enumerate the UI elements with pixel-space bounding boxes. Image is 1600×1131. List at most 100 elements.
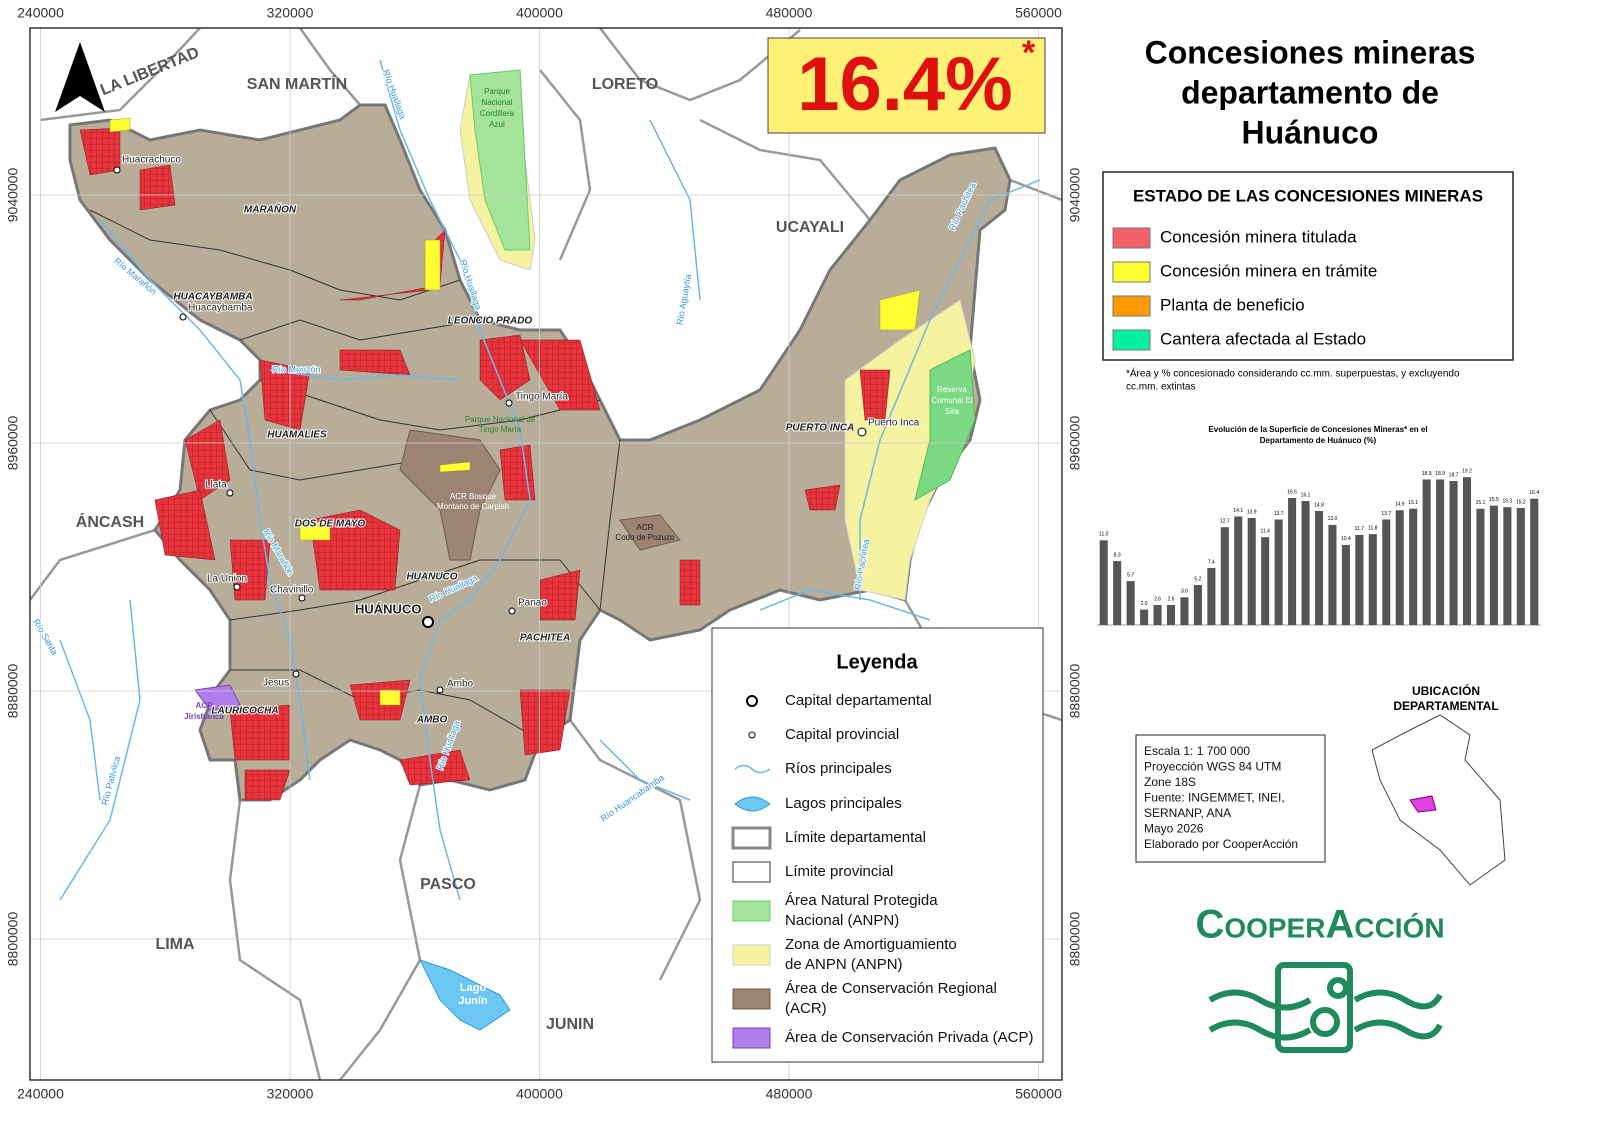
value-label: 15.5 xyxy=(1489,497,1499,503)
legend-symbol xyxy=(746,695,758,707)
region-label: SAN MARTÍN xyxy=(247,74,347,93)
cordillera-azul xyxy=(469,69,531,251)
legend-label: de ANPN (ANPN) xyxy=(785,956,903,973)
area-label: Reserva xyxy=(937,385,967,394)
value-label: 16.4 xyxy=(1529,490,1539,496)
province-label: LEONCIO PRADO xyxy=(448,316,533,327)
bar xyxy=(1355,534,1364,625)
value-label: 12.7 xyxy=(1220,519,1230,525)
capital xyxy=(113,166,121,174)
value-label: 13.9 xyxy=(1247,509,1257,515)
area-label: Junín xyxy=(458,995,488,1007)
chart-title: Evolución de la Superficie de Concesione… xyxy=(1208,425,1427,434)
area-label: ACR xyxy=(637,523,654,532)
area-label: Montano de Carpish xyxy=(437,502,509,511)
value-label: 11.8 xyxy=(1368,525,1378,531)
acr-pozuzo xyxy=(619,514,681,551)
value-label: 15.1 xyxy=(1408,500,1418,506)
status-swatch xyxy=(1112,227,1151,249)
bar xyxy=(1301,501,1310,625)
y-tick-label: 9040000 xyxy=(1067,168,1083,223)
bar xyxy=(1234,516,1243,625)
area-label: ACR Bosque xyxy=(450,492,497,501)
scale-line: Fuente: INGEMMET, INEI, xyxy=(1144,791,1285,805)
legend-symbol xyxy=(748,731,756,739)
capital xyxy=(508,607,516,615)
province-label: AMBO xyxy=(416,715,448,726)
scale-line: Elaborado por CooperAcción xyxy=(1144,837,1298,851)
concessions xyxy=(79,127,891,801)
region-label: LORETO xyxy=(592,76,658,93)
bar xyxy=(1382,519,1391,625)
coordinate-ticks: 240000 240000 320000 320000 400000 400000 4800… xyxy=(5,5,1083,1102)
bar xyxy=(1489,505,1498,625)
area-label: Jirishanca xyxy=(184,712,224,721)
chart: 11.0 8.3 5.7 2.0 2.6 2.6 3.6 5.2 7.4 12.714.1 13.9… xyxy=(1097,468,1541,626)
map-frame xyxy=(29,27,1063,1081)
value-label: 19.2 xyxy=(1462,468,1472,474)
x-tick-label: 240000 xyxy=(17,1086,64,1102)
x-tick-label: 480000 xyxy=(766,5,813,21)
status-label: Concesión minera en trámite xyxy=(1160,261,1377,280)
place-label: Ambo xyxy=(447,679,474,690)
bar xyxy=(1314,511,1324,625)
bar xyxy=(1476,508,1485,625)
region-label: LIMA xyxy=(155,936,195,953)
status-swatch xyxy=(1112,261,1151,283)
scale-line: Escala 1: 1 700 000 xyxy=(1144,744,1250,758)
bar xyxy=(1341,544,1350,625)
area-label: Azul xyxy=(489,120,505,129)
province-label: HUAMALIES xyxy=(267,430,327,441)
value-label: 15.3 xyxy=(1502,499,1512,505)
legend-label: Capital departamental xyxy=(785,692,932,709)
legend-symbol xyxy=(732,1027,771,1049)
area-label: Parque xyxy=(484,87,510,96)
bar xyxy=(1516,507,1525,625)
value-label: 15.1 xyxy=(1476,500,1486,506)
legend-label: Límite departamental xyxy=(785,829,926,846)
region-label: ÁNCASH xyxy=(76,512,144,531)
capital xyxy=(292,670,300,678)
legend-symbol xyxy=(732,861,771,883)
status-legend-title: ESTADO DE LAS CONCESIONES MINERAS xyxy=(1133,186,1483,205)
location-title: UBICACIÓN xyxy=(1412,683,1480,698)
huanuco-location xyxy=(1409,795,1437,813)
area-label: Lago xyxy=(460,982,487,994)
area-label: Tingo María xyxy=(479,425,522,434)
place-label: Puerto Inca xyxy=(868,418,920,429)
value-label: 13.7 xyxy=(1381,511,1391,517)
bar xyxy=(1180,597,1189,625)
logo-stamp xyxy=(1208,962,1443,1053)
bar xyxy=(1462,477,1472,625)
y-tick-label: 9040000 xyxy=(5,168,21,223)
bar xyxy=(1368,534,1377,625)
province-label: HUACAYBAMBA xyxy=(173,292,252,303)
y-tick-label: 8880000 xyxy=(5,664,21,719)
lago-junin xyxy=(419,959,511,1031)
legend-symbol xyxy=(731,826,772,850)
logo-text: CooperAcción xyxy=(1195,903,1444,947)
bar xyxy=(1153,604,1162,625)
scale-line: SERNANP, ANA xyxy=(1144,806,1231,820)
scale-info: Escala 1: 1 700 000 Proyección WGS 84 UTM… xyxy=(1144,744,1298,851)
headline-box xyxy=(767,37,1046,134)
bar xyxy=(1274,519,1283,625)
legend-label: Ríos principales xyxy=(785,760,892,777)
area-label: Codo de Pozuzo xyxy=(615,533,675,542)
y-tick-label: 8960000 xyxy=(1067,416,1083,471)
value-label: 10.4 xyxy=(1341,536,1351,542)
area-label: ACP xyxy=(196,701,214,710)
province-label: LAURICOCHA xyxy=(211,706,278,717)
area-label: Sira xyxy=(945,407,960,416)
legend-label: Capital provincial xyxy=(785,726,899,743)
legend-symbol xyxy=(732,900,771,922)
area-label: Cordillera xyxy=(480,109,515,118)
legend-label: Nacional (ANPN) xyxy=(785,912,899,929)
bar xyxy=(1261,537,1270,625)
area-label: Nacional xyxy=(481,98,512,107)
scale-line: Zone 18S xyxy=(1144,775,1196,789)
y-tick-label: 8800000 xyxy=(5,912,21,967)
y-tick-label: 8960000 xyxy=(5,416,21,471)
value-label: 11.7 xyxy=(1355,526,1365,532)
